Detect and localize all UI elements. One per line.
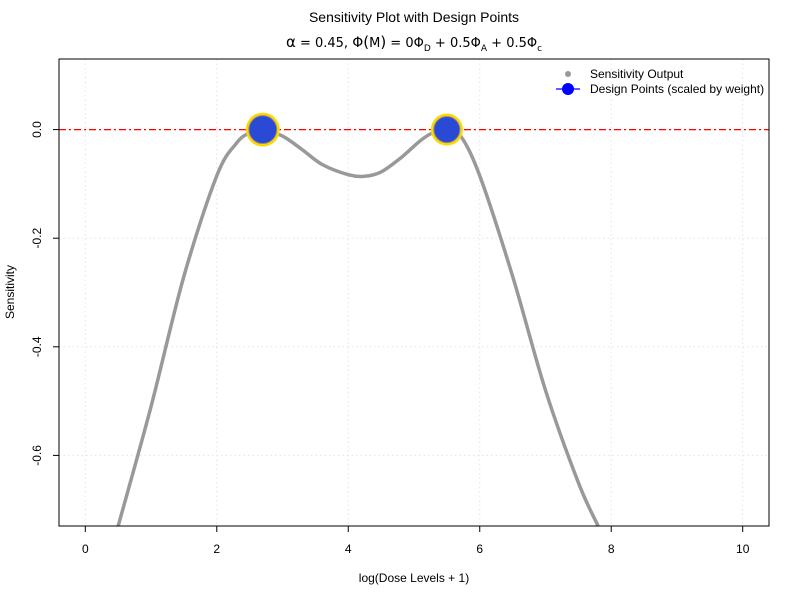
y-axis-label: Sensitivity <box>3 265 17 319</box>
x-axis-label: log(Dose Levels + 1) <box>359 571 469 585</box>
x-tick-label-4: 8 <box>608 542 615 556</box>
subtitle-eq: = 0 <box>386 36 413 51</box>
subtitle-alpha-value: = 0.45, <box>296 36 352 51</box>
sensitivity-curve-group <box>116 127 600 526</box>
subtitle-m: M <box>369 36 380 51</box>
y-tick-label-0: 0.0 <box>30 121 44 138</box>
y-tick-label-1: -0.2 <box>30 228 44 249</box>
legend-design-marker <box>562 83 574 95</box>
subtitle-d-sub: D <box>424 44 431 54</box>
y-axis: 0.0 -0.2 -0.4 -0.6 <box>30 121 59 466</box>
legend-sensitivity-label: Sensitivity Output <box>590 67 684 81</box>
subtitle-paren-close: ) <box>380 33 386 51</box>
subtitle-plus2: + 0.5 <box>487 36 527 51</box>
subtitle-phi-c: Φ <box>527 36 537 51</box>
x-tick-label-3: 6 <box>476 542 483 556</box>
subtitle-phi-a: Φ <box>471 36 481 51</box>
subtitle-phi-d: Φ <box>414 36 424 51</box>
subtitle-paren-open: ( <box>363 33 369 51</box>
legend-design-label: Design Points (scaled by weight) <box>590 82 764 96</box>
subtitle-alpha: α <box>286 33 296 51</box>
y-tick-label-2: -0.4 <box>30 336 44 357</box>
grid-lines <box>59 59 769 526</box>
x-tick-label-0: 0 <box>82 542 89 556</box>
design-points-group <box>245 112 463 147</box>
x-tick-label-2: 4 <box>345 542 352 556</box>
design-point-0 <box>248 115 278 145</box>
chart-subtitle: α = 0.45, Φ(M) = 0ΦD + 0.5ΦA + 0.5Φc <box>286 33 542 54</box>
y-tick-label-3: -0.6 <box>30 445 44 466</box>
x-axis: 0 2 4 6 8 10 <box>82 526 750 556</box>
subtitle-c-sub: c <box>537 44 542 54</box>
legend-sensitivity-marker <box>565 71 571 77</box>
chart-title: Sensitivity Plot with Design Points <box>309 9 519 25</box>
sensitivity-curve <box>116 127 600 526</box>
legend: Sensitivity Output Design Points (scaled… <box>556 67 764 96</box>
design-point-1 <box>433 116 461 144</box>
x-tick-label-1: 2 <box>213 542 220 556</box>
x-tick-label-5: 10 <box>736 542 750 556</box>
plot-frame <box>58 58 770 527</box>
subtitle-plus1: + 0.5 <box>431 36 471 51</box>
subtitle-a-sub: A <box>481 44 488 54</box>
subtitle-phi: Φ <box>352 35 363 51</box>
